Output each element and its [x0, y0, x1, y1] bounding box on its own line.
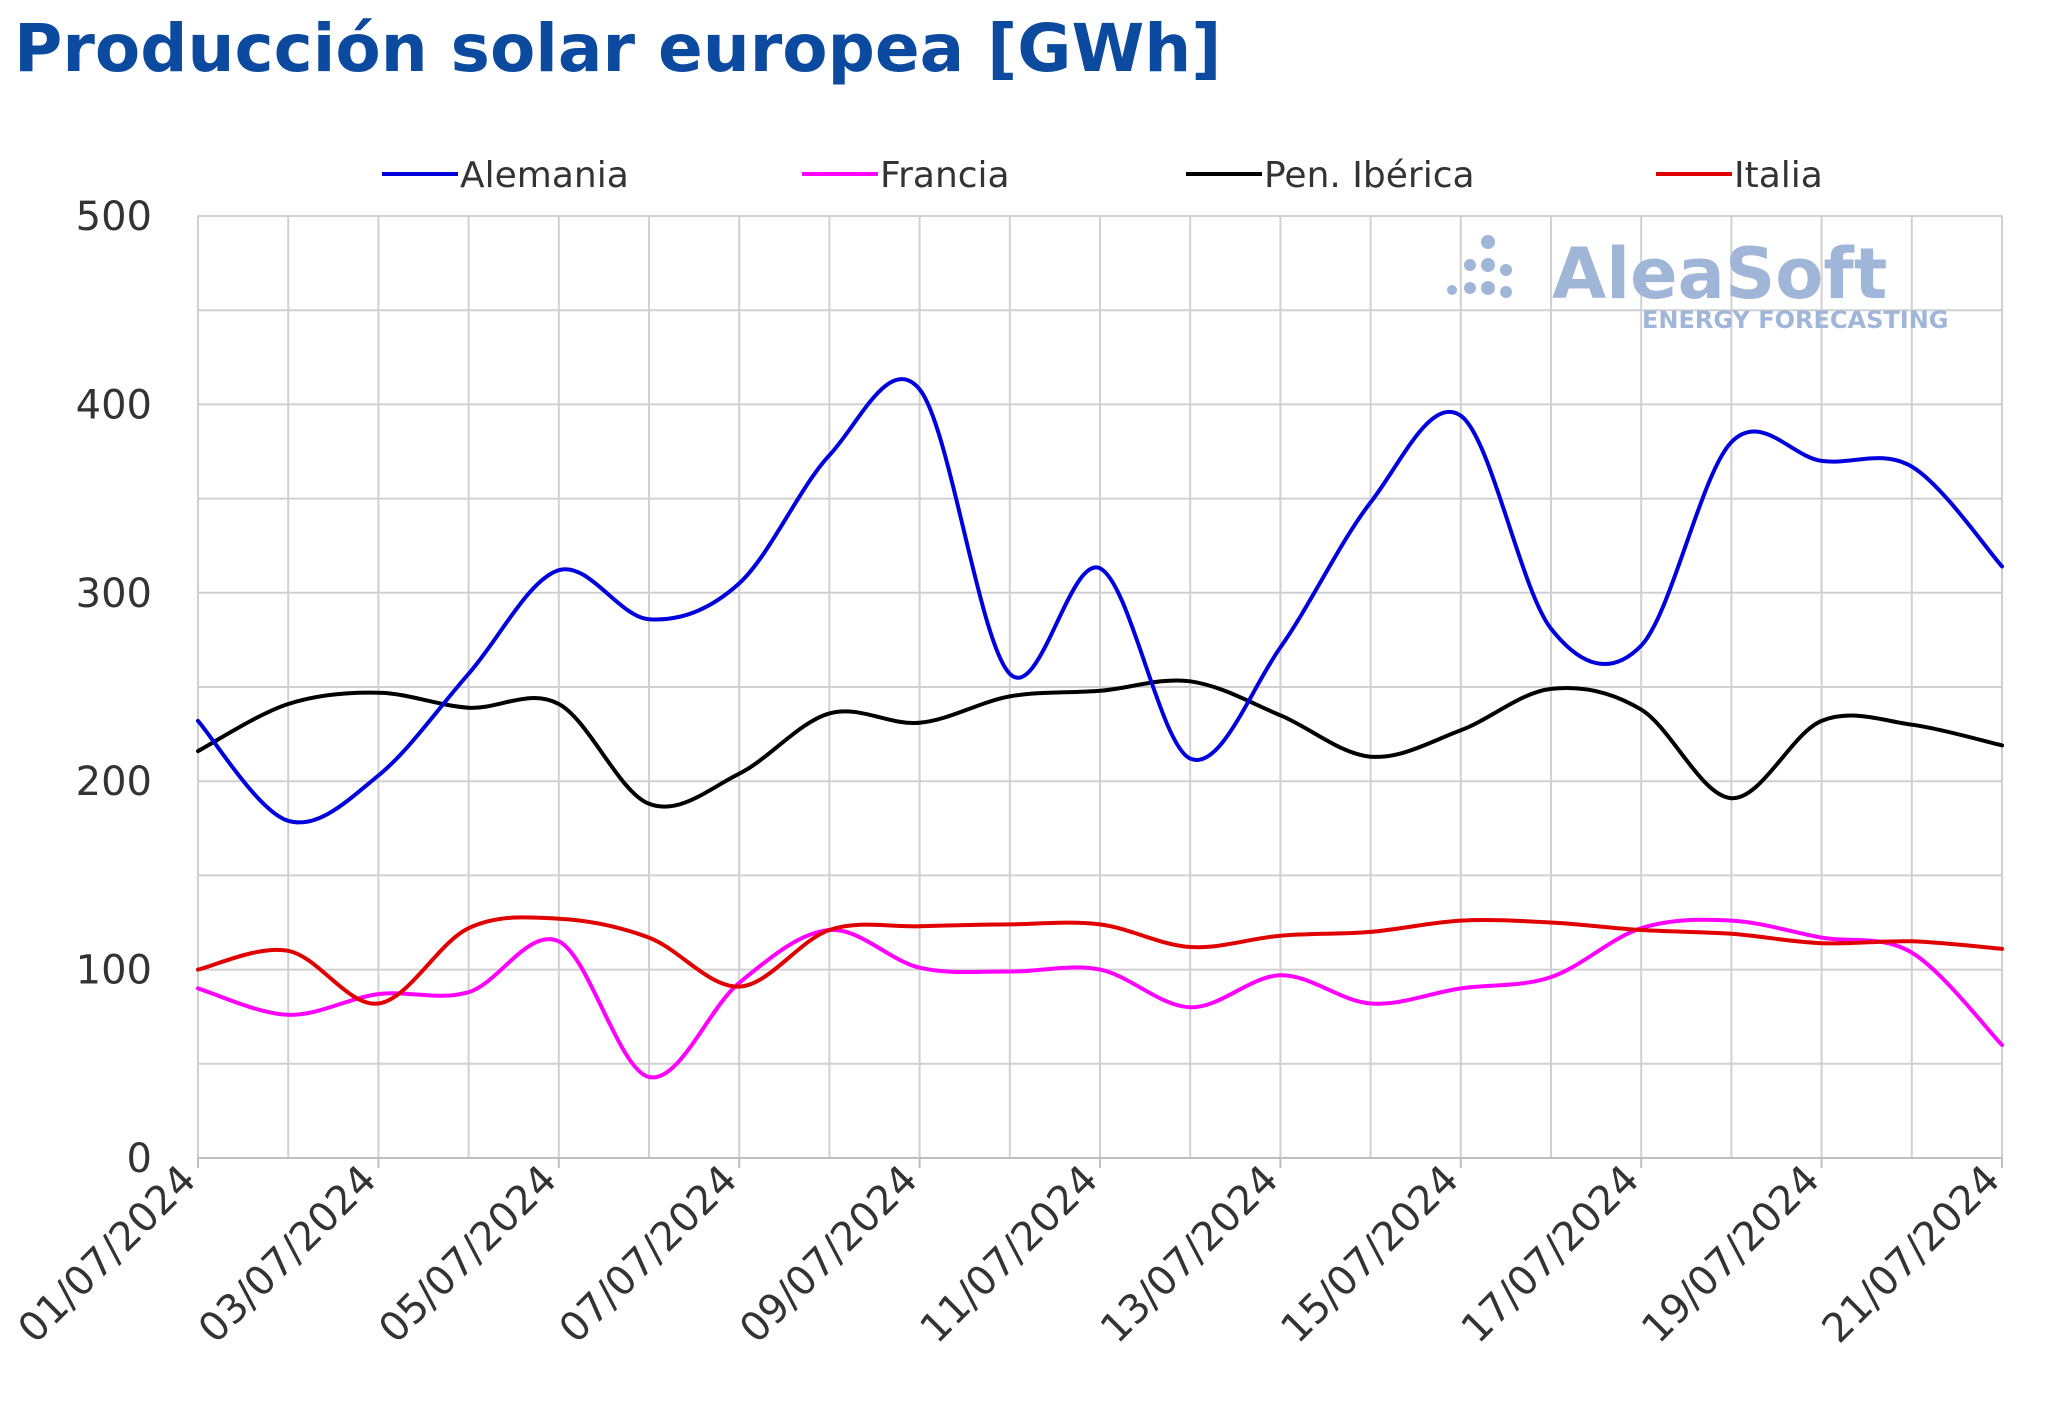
x-tick-label: 07/07/2024 [551, 1157, 747, 1353]
aleasoft-logo-dots-icon [1447, 235, 1512, 298]
y-tick-label: 100 [76, 948, 152, 994]
x-tick-label: 03/07/2024 [190, 1157, 386, 1353]
x-tick-label: 05/07/2024 [370, 1157, 566, 1353]
x-tick-label: 01/07/2024 [10, 1157, 206, 1353]
legend-label: Alemania [460, 155, 629, 196]
x-axis-ticks: 01/07/202403/07/202405/07/202407/07/2024… [10, 1157, 2010, 1353]
series-line-italia [196, 915, 2004, 1006]
series-lines [196, 377, 2004, 1080]
x-tick-label: 13/07/2024 [1092, 1157, 1288, 1353]
series-line-pen-iberica [196, 678, 2004, 809]
legend-label: Francia [880, 155, 1010, 196]
y-tick-label: 400 [76, 382, 152, 428]
watermark-tagline: ENERGY FORECASTING [1642, 306, 1949, 334]
y-tick-label: 200 [76, 759, 152, 805]
y-tick-label: 0 [127, 1136, 152, 1182]
x-tick-label: 21/07/2024 [1814, 1157, 2010, 1353]
legend-label: Italia [1734, 155, 1823, 196]
x-tick-label: 09/07/2024 [731, 1157, 927, 1353]
legend: Alemania Francia Pen. Ibérica Italia [382, 155, 1823, 196]
y-axis-ticks: 0 100 200 300 400 500 [76, 194, 152, 1182]
y-tick-label: 500 [76, 194, 152, 240]
aleasoft-watermark: AleaSoft ENERGY FORECASTING [1447, 233, 1949, 334]
series-line-francia [196, 917, 2004, 1080]
legend-label: Pen. Ibérica [1264, 155, 1475, 196]
chart-title: Producción solar europea [GWh] [14, 10, 1222, 87]
watermark-brand: AleaSoft [1552, 233, 1887, 315]
series-line-alemania [196, 377, 2004, 825]
y-tick-label: 300 [76, 571, 152, 617]
x-tick-label: 11/07/2024 [912, 1157, 1108, 1353]
x-tick-label: 15/07/2024 [1272, 1157, 1468, 1353]
x-tick-label: 17/07/2024 [1453, 1157, 1649, 1353]
x-tick-label: 19/07/2024 [1633, 1157, 1829, 1353]
